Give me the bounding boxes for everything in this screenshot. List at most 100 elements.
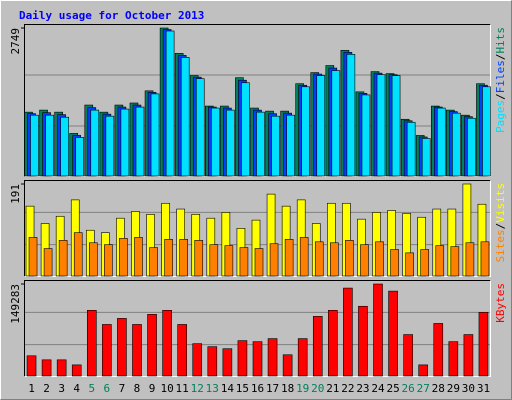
bar [192,343,203,377]
bar [28,237,38,277]
bar [420,249,430,277]
bar [331,70,341,177]
bar [105,115,115,177]
bar [149,247,158,277]
bar [361,94,371,177]
bar [102,324,112,377]
chart-title: Daily usage for October 2013 [19,9,204,22]
bar [463,334,474,377]
bar [135,106,145,177]
bar [299,237,309,277]
x-tick-label: 1 [28,382,35,395]
plot-border-light [24,180,491,277]
plot-border-dark [24,180,491,277]
bar [421,138,431,177]
bar [433,323,444,377]
bar [119,238,128,277]
bar [117,318,127,377]
bar [403,334,413,377]
bar [405,252,414,277]
bar [164,239,173,277]
bar [120,108,130,177]
x-tick-label: 28 [432,382,445,395]
bar [450,246,460,277]
bar [179,239,188,277]
x-tick-label: 22 [341,382,354,395]
y-tick-label: 191 [9,184,22,204]
bar [207,346,218,377]
bar [241,82,250,177]
x-tick-label: 30 [462,382,475,395]
bar [330,242,339,277]
bar [284,239,294,277]
bar [147,314,157,377]
bar [222,348,233,377]
x-tick-label: 12 [191,382,204,395]
bar [286,114,295,177]
bar [41,359,52,377]
x-tick-label: 29 [447,382,460,395]
bar [328,310,338,377]
bar [373,283,383,377]
bar [376,74,386,177]
bar [314,241,324,277]
bar [375,241,384,277]
x-tick-label: 3 [58,382,65,395]
bar [478,312,489,377]
bar [271,115,280,177]
bar [390,249,399,277]
bar [406,121,416,177]
x-tick-label: 26 [402,382,415,395]
legend-entry: KBytes [494,283,507,323]
bar [448,341,459,377]
bar [282,354,293,377]
x-tick-label: 15 [236,382,249,395]
x-tick-label: 2 [43,382,50,395]
x-tick-label: 14 [221,382,235,395]
bar [194,240,204,277]
bar [73,232,83,277]
bar [345,240,354,277]
x-tick-label: 31 [477,382,490,395]
x-tick-label: 18 [281,382,294,395]
bar [360,244,369,277]
x-tick-label: 24 [371,382,385,395]
y-tick-label: 2749 [9,28,22,55]
bar [391,75,401,177]
bar [75,137,85,177]
bar [435,245,445,277]
x-tick-label: 19 [296,382,309,395]
bar [316,75,326,177]
bar [224,245,234,277]
bar [465,242,475,277]
bar [195,78,205,177]
bar [134,237,143,277]
legend: Sites/Visits [494,183,507,263]
x-tick-label: 27 [417,382,430,395]
bar [211,107,220,177]
legend-entry: Files [494,60,507,93]
legend: Pages/Files/Hits [494,27,507,133]
bar [162,310,172,377]
x-tick-label: 20 [311,382,324,395]
bar [452,112,461,177]
legend-entry: Pages [494,100,507,133]
bar [418,364,429,377]
bar [301,86,310,177]
x-tick-label: 21 [326,382,339,395]
bar [226,109,235,177]
bar [26,355,37,377]
bar [346,54,356,177]
bar [254,248,264,277]
x-tick-label: 7 [119,382,126,395]
bar [56,359,67,377]
bar [90,109,100,177]
bar [269,243,279,277]
x-tick-label: 23 [356,382,369,395]
bar [45,114,54,177]
bar [388,290,398,377]
bar [132,324,142,377]
x-tick-label: 8 [134,382,141,395]
